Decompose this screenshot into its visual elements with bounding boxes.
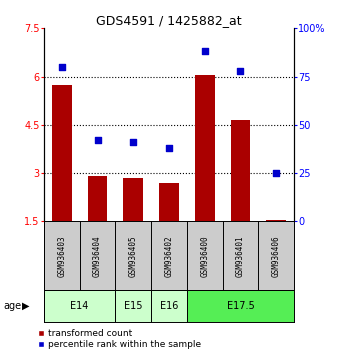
Text: E17.5: E17.5 (226, 301, 254, 311)
Text: GSM936400: GSM936400 (200, 235, 209, 276)
Point (238, 68, 243, 74)
Bar (44, 290, 115, 322)
Point (202, 48, 208, 54)
Bar (195, 75, 215, 221)
Text: E14: E14 (71, 301, 89, 311)
Point (130, 139, 136, 145)
Bar (231, 120, 250, 221)
Text: E15: E15 (124, 301, 143, 311)
Text: GSM936402: GSM936402 (165, 235, 173, 276)
Text: GSM936405: GSM936405 (129, 235, 138, 276)
Bar (52, 85, 72, 221)
Bar (159, 183, 179, 221)
Text: GSM936401: GSM936401 (236, 235, 245, 276)
Text: ▶: ▶ (22, 301, 29, 311)
Title: GDS4591 / 1425882_at: GDS4591 / 1425882_at (96, 14, 242, 27)
Text: GSM936404: GSM936404 (93, 235, 102, 276)
Text: age: age (3, 301, 22, 311)
Bar (266, 219, 286, 221)
Point (59, 64, 65, 70)
Bar (123, 178, 143, 221)
Text: GSM936403: GSM936403 (57, 235, 66, 276)
Bar (115, 290, 151, 322)
Point (273, 170, 279, 176)
Legend: transformed count, percentile rank within the sample: transformed count, percentile rank withi… (38, 329, 201, 349)
Text: GSM936406: GSM936406 (272, 235, 281, 276)
Point (166, 145, 172, 151)
Text: E16: E16 (160, 301, 178, 311)
Bar (88, 176, 107, 221)
Point (95, 137, 100, 143)
Bar (151, 290, 187, 322)
Bar (187, 290, 294, 322)
